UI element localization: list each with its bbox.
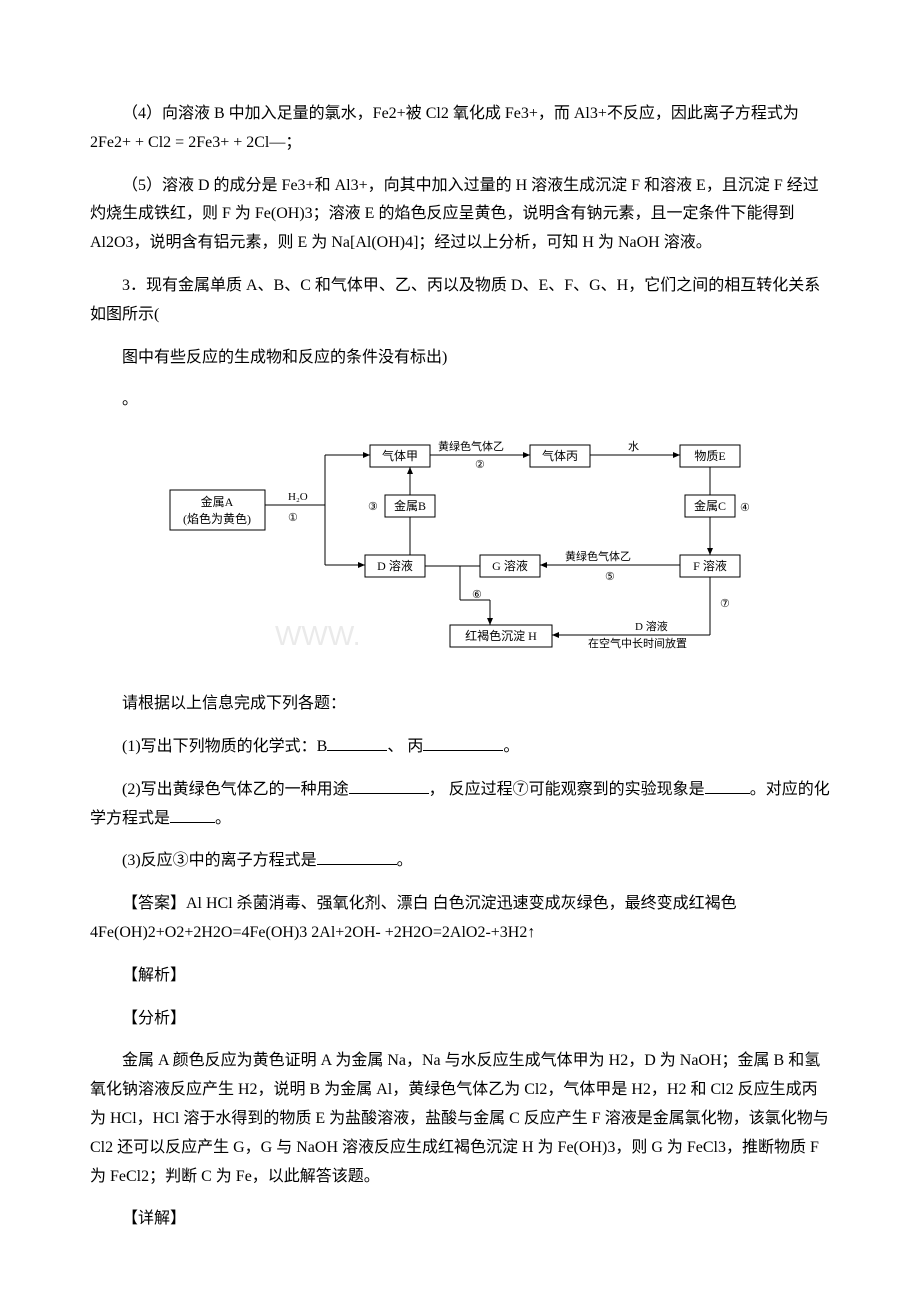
n7-label: ⑦ [720,598,730,610]
n6-label: ⑥ [472,589,482,601]
paragraph-5: （5）溶液 D 的成分是 Fe3+和 Al3+，向其中加入过量的 H 溶液生成沉… [90,172,830,258]
close-paren: ) [442,349,447,366]
g-solution-text: G 溶液 [492,558,528,573]
analysis-sub: 【分析】 [90,1005,830,1034]
q3-prefix: (3)反应③中的离子方程式是 [122,852,317,869]
q1-end: 。 [503,738,519,755]
period: 。 [122,391,138,408]
q2-mid1: ， 反应过程⑦可能观察到的实验现象是 [429,781,705,798]
q1-prefix: (1)写出下列物质的化学式：B [122,738,327,755]
blank-phenomenon[interactable] [705,776,750,794]
d-solution-text: D 溶液 [377,558,413,573]
detail-label: 【详解】 [90,1205,830,1234]
metal-a-line1: 金属A [201,494,234,509]
q3-end: 。 [397,852,413,869]
paragraph-instruction: 请根据以上信息完成下列各题： [90,690,830,719]
analysis-label: 【解析】 [90,962,830,991]
gas-jia-text: 气体甲 [382,448,418,463]
air-long-label: 在空气中长时间放置 [588,636,687,650]
n4-label: ④ [740,502,750,514]
blank-use[interactable] [349,776,429,794]
yellow-green-label-2: 黄绿色气体乙 [565,549,631,563]
paragraph-note: 图中有些反应的生成物和反应的条件没有标出) [90,344,830,373]
q2-prefix: (2)写出黄绿色气体乙的一种用途 [122,781,349,798]
question-1: (1)写出下列物质的化学式：B 、 丙 。 [90,733,830,762]
blank-ionic[interactable] [317,847,397,865]
f-solution-text: F 溶液 [693,558,727,573]
metal-b-text: 金属B [394,498,426,513]
n2-label: ② [475,459,485,471]
water-label: 水 [628,440,639,453]
paragraph-4: （4）向溶液 B 中加入足量的氯水，Fe2+被 Cl2 氧化成 Fe3+，而 A… [90,100,830,158]
note-text: 图中有些反应的生成物和反应的条件没有标出 [122,349,442,366]
answer: 【答案】Al HCl 杀菌消毒、强氧化剂、漂白 白色沉淀迅速变成灰绿色，最终变成… [90,890,830,948]
gas-bing-text: 气体丙 [542,448,578,463]
reaction-diagram: WWW. 金属A (焰色为黄色) 气体甲 气体丙 物质E 金属B 金属C D 溶… [90,435,830,665]
paragraph-q3-intro: 3．现有金属单质 A、B、C 和气体甲、乙、丙以及物质 D、E、F、G、H，它们… [90,272,830,330]
h2o-label: H₂O [288,491,308,503]
red-brown-text: 红褐色沉淀 H [465,628,537,643]
n3-label: ③ [368,501,378,513]
diagram-svg: WWW. 金属A (焰色为黄色) 气体甲 气体丙 物质E 金属B 金属C D 溶… [160,435,760,665]
q3-text: 3．现有金属单质 A、B、C 和气体甲、乙、丙以及物质 D、E、F、G、H，它们… [90,277,820,323]
n5-label: ⑤ [605,571,615,583]
blank-equation[interactable] [170,805,215,823]
analysis-body: 金属 A 颜色反应为黄色证明 A 为金属 Na，Na 与水反应生成气体甲为 H2… [90,1047,830,1191]
q1-mid: 、 丙 [387,738,423,755]
d-solution-label: D 溶液 [635,619,668,633]
yellow-green-label-1: 黄绿色气体乙 [438,439,504,453]
watermark-text: WWW. [275,620,361,651]
period-line: 。 [90,386,830,415]
question-2: (2)写出黄绿色气体乙的一种用途， 反应过程⑦可能观察到的实验现象是。对应的化学… [90,776,830,834]
metal-a-line2: (焰色为黄色) [183,511,251,526]
question-3: (3)反应③中的离子方程式是 。 [90,847,830,876]
n1-label: ① [288,512,298,524]
open-paren: ( [154,306,159,323]
blank-b[interactable] [327,733,387,751]
q2-end: 。 [215,810,231,827]
metal-c-text: 金属C [694,498,726,513]
blank-bing[interactable] [423,733,503,751]
wuzhi-e-text: 物质E [694,449,725,463]
